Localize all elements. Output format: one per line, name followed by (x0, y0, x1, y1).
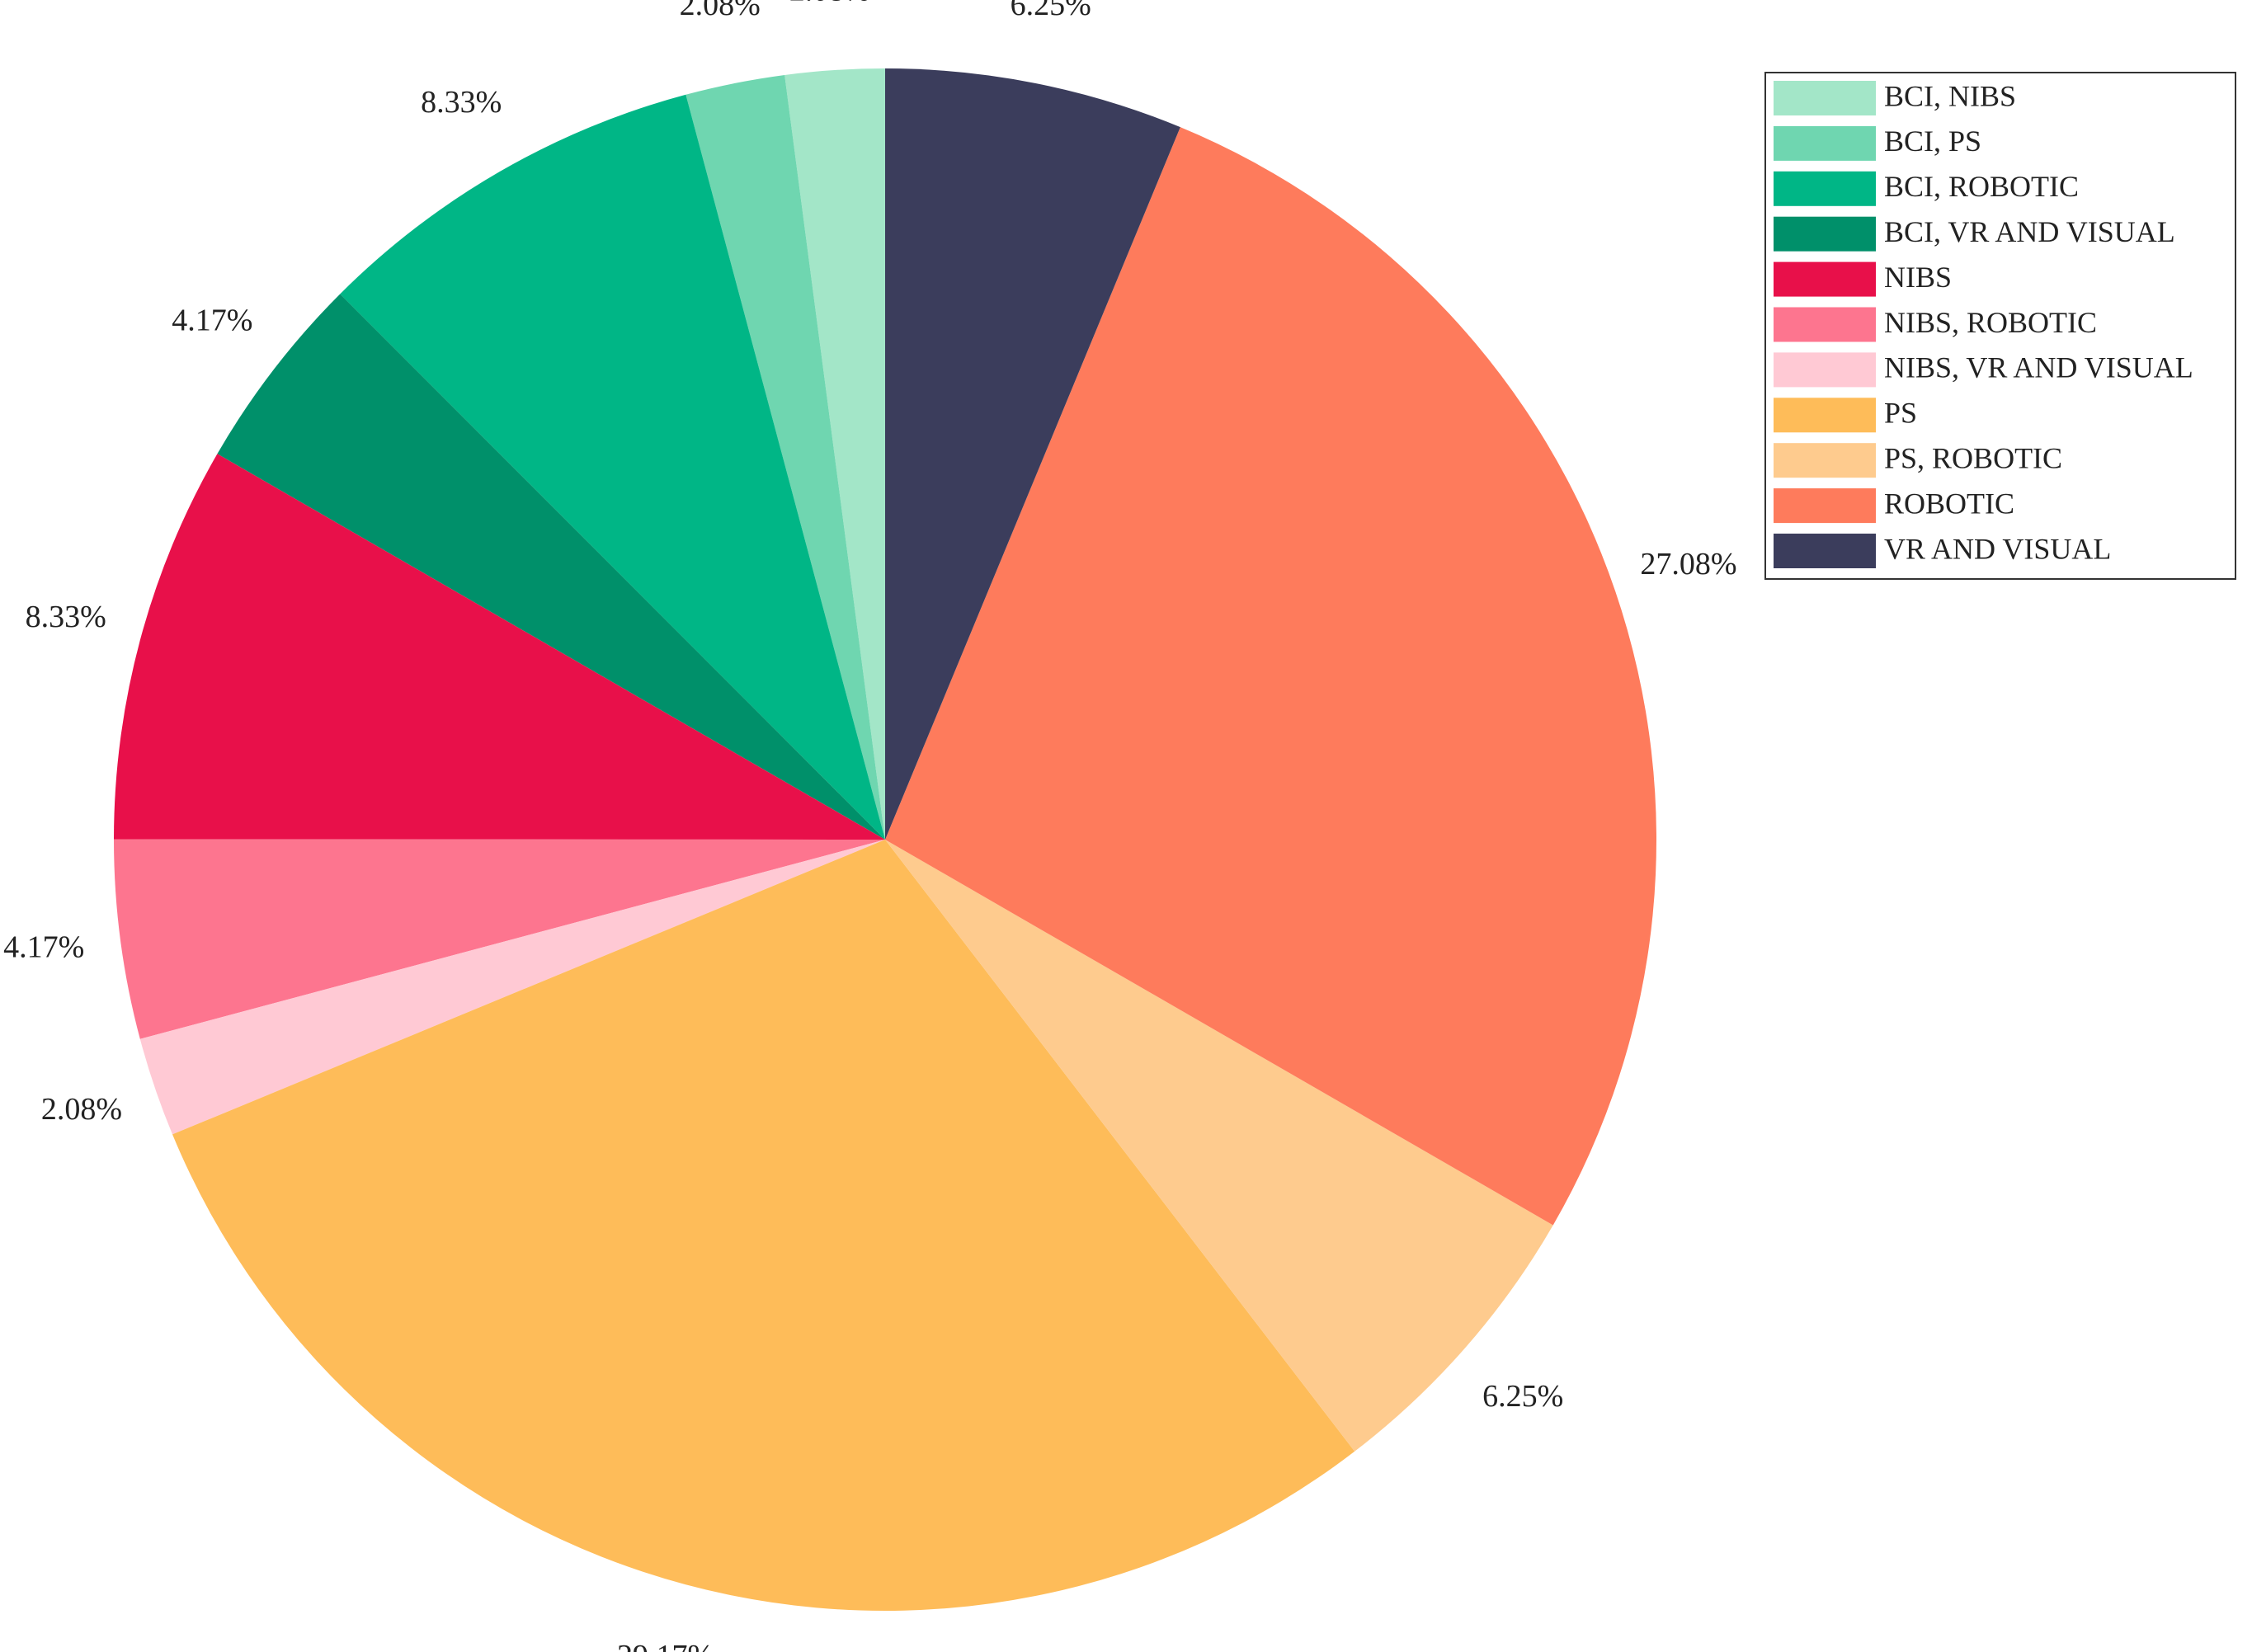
legend-item: BCI, NIBS (1774, 79, 2016, 115)
pie-slice-vr-and-visual (885, 68, 1180, 840)
pie-slice-value-label: 8.33% (421, 85, 502, 120)
pie-slice-bci-vr-and-visual (217, 294, 885, 840)
legend-item: PS, ROBOTIC (1774, 441, 2062, 478)
pie-slice-value-label: 27.08% (1640, 547, 1736, 581)
legend-label: NIBS, VR AND VISUAL (1884, 351, 2193, 384)
legend-item: BCI, VR AND VISUAL (1774, 215, 2175, 252)
pie-slice-nibs-robotic (114, 839, 885, 1039)
legend-label: NIBS, ROBOTIC (1884, 306, 2097, 339)
legend-swatch (1774, 534, 1876, 568)
legend-label: BCI, ROBOTIC (1884, 170, 2079, 203)
pie-slices (114, 68, 1656, 1611)
legend-label: PS (1884, 397, 1917, 430)
legend-swatch (1774, 443, 1876, 478)
pie-slice-value-label: 8.33% (26, 600, 106, 634)
pie-slice-value-label: 4.17% (3, 930, 84, 965)
legend-swatch (1774, 307, 1876, 342)
pie-slice-bci-ps (685, 74, 885, 840)
legend-label: PS, ROBOTIC (1884, 441, 2062, 474)
legend-item: BCI, ROBOTIC (1774, 170, 2079, 206)
pie-slice-value-label: 29.17% (617, 1639, 714, 1652)
legend-item: VR AND VISUAL (1774, 532, 2111, 568)
pie-slice-labels: 2.08% 2.08% 8.33% 4.17% 8.33% 4.17% 2.08% 29.17… (3, 0, 1736, 1652)
pie-slice-value-label: 2.08% (789, 0, 870, 7)
legend-item: PS (1774, 397, 1917, 433)
legend-swatch (1774, 125, 1876, 161)
legend-swatch (1774, 81, 1876, 115)
legend-label: BCI, NIBS (1884, 79, 2016, 112)
legend-swatch (1774, 216, 1876, 252)
pie-slice-value-label: 2.08% (680, 0, 761, 22)
legend-item: BCI, PS (1774, 125, 1981, 161)
pie-slice-value-label: 4.17% (172, 303, 252, 337)
legend-item: NIBS (1774, 261, 1952, 297)
legend-swatch (1774, 171, 1876, 206)
legend-swatch (1774, 488, 1876, 524)
pie-slice-value-label: 6.25% (1482, 1379, 1563, 1414)
pie-slice-bci-robotic (340, 94, 886, 840)
legend-label: BCI, PS (1884, 125, 1981, 158)
legend-label: ROBOTIC (1884, 487, 2014, 520)
legend-swatch (1774, 398, 1876, 433)
pie-slice-robotic (885, 127, 1656, 1226)
pie-slice-nibs-vr-and-visual (139, 840, 885, 1135)
legend-swatch (1774, 352, 1876, 388)
legend-label: NIBS (1884, 261, 1952, 294)
legend-swatch (1774, 261, 1876, 297)
legend-label: VR AND VISUAL (1884, 532, 2111, 565)
pie-slice-value-label: 6.25% (1011, 0, 1091, 22)
legend-items: BCI, NIBS BCI, PS BCI, ROBOTIC BCI, VR AND … (1774, 79, 2193, 568)
pie-slice-ps (172, 840, 1355, 1611)
pie-slice-bci-nibs (784, 68, 885, 840)
legend: BCI, NIBS BCI, PS BCI, ROBOTIC BCI, VR AND … (1764, 72, 2236, 580)
pie-slice-ps-robotic (885, 840, 1553, 1452)
pie-slice-nibs (114, 454, 885, 840)
legend-item: ROBOTIC (1774, 487, 2014, 524)
legend-label: BCI, VR AND VISUAL (1884, 215, 2175, 248)
pie-slice-value-label: 2.08% (41, 1092, 122, 1127)
legend-item: NIBS, ROBOTIC (1774, 306, 2097, 342)
legend-item: NIBS, VR AND VISUAL (1774, 351, 2193, 388)
